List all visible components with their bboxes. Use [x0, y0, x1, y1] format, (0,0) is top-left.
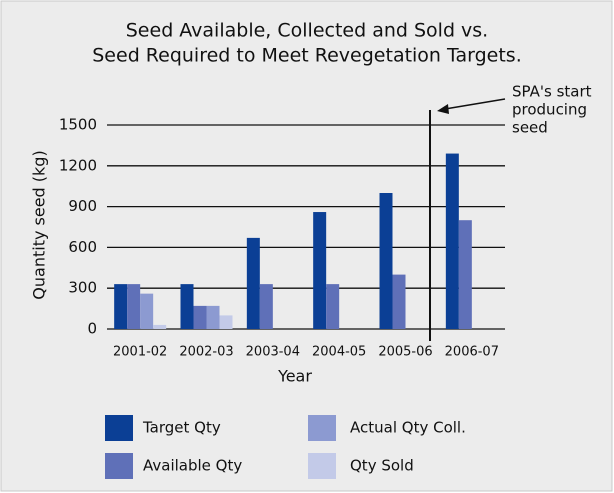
- chart-title: Seed Required to Meet Revegetation Targe…: [92, 45, 522, 67]
- x-tick-label: 2005-06: [378, 345, 432, 360]
- bar: [193, 305, 207, 329]
- chart-title: Seed Available, Collected and Sold vs.: [126, 20, 488, 42]
- legend-swatch: [308, 415, 336, 441]
- bar: [458, 220, 472, 329]
- legend-label: Actual Qty Coll.: [350, 419, 466, 437]
- legend-label: Qty Sold: [350, 457, 414, 475]
- x-tick-label: 2006-07: [445, 345, 499, 360]
- y-tick-label: 300: [68, 279, 97, 297]
- legend-label: Target Qty: [142, 419, 221, 437]
- y-tick-label: 900: [68, 197, 97, 215]
- annotation: seed: [512, 119, 548, 137]
- bar: [445, 153, 459, 329]
- x-tick-label: 2003-04: [246, 345, 300, 360]
- x-axis-label: Year: [277, 367, 312, 386]
- annotation: producing: [512, 101, 587, 119]
- legend-label: Available Qty: [143, 457, 242, 475]
- annotation-arrow: [444, 98, 506, 110]
- x-tick-label: 2002-03: [179, 345, 233, 360]
- y-tick-label: 600: [68, 238, 97, 256]
- bar: [140, 293, 154, 329]
- bar: [180, 284, 194, 329]
- bar: [114, 284, 128, 329]
- bar: [326, 284, 340, 329]
- bar: [392, 274, 406, 329]
- bar: [127, 284, 141, 329]
- annotation: SPA's start: [512, 83, 592, 101]
- legend-swatch: [105, 453, 133, 479]
- y-tick-label: 1500: [59, 116, 97, 134]
- x-tick-label: 2001-02: [113, 345, 167, 360]
- bar: [259, 284, 273, 329]
- legend-swatch: [105, 415, 133, 441]
- bar: [246, 237, 260, 329]
- bar: [219, 315, 233, 329]
- y-axis-label: Quantity seed (kg): [30, 150, 49, 299]
- x-tick-label: 2004-05: [312, 345, 366, 360]
- bar: [313, 212, 327, 329]
- y-tick-label: 1200: [59, 156, 97, 174]
- legend-swatch: [308, 453, 336, 479]
- arrow-head: [437, 104, 449, 114]
- bar: [206, 305, 220, 329]
- bar: [153, 324, 167, 329]
- bar: [379, 193, 393, 329]
- y-tick-label: 0: [87, 320, 97, 338]
